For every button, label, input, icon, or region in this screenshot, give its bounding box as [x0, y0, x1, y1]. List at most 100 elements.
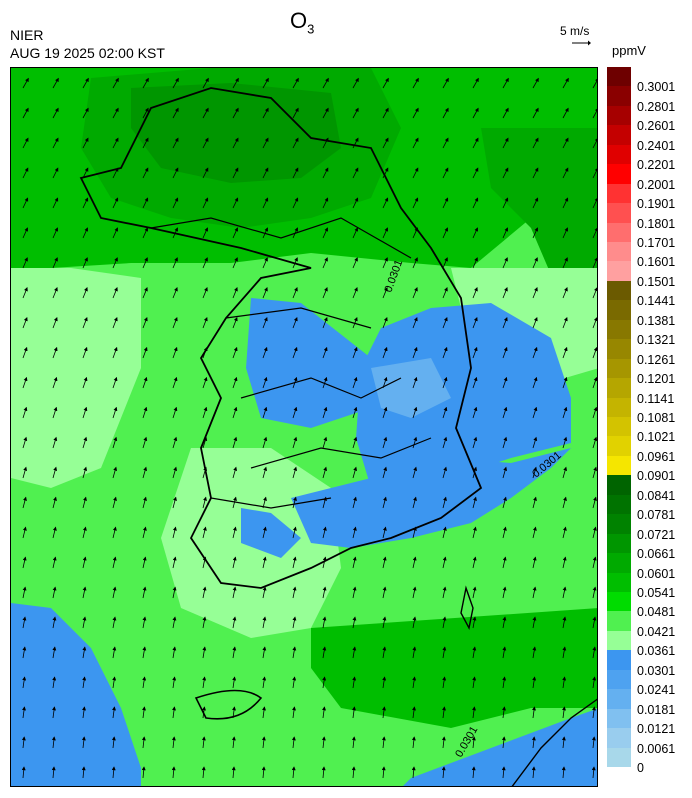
wind-vector	[262, 586, 267, 599]
wind-vector	[502, 406, 508, 419]
wind-vector	[142, 197, 149, 209]
wind-vector	[472, 646, 477, 659]
legend-swatch	[607, 358, 631, 379]
wind-vector	[562, 227, 569, 239]
wind-vector	[262, 616, 267, 629]
wind-vector	[502, 706, 506, 719]
japan-coast	[511, 698, 597, 786]
wind-vector	[412, 706, 416, 719]
legend-label: 0.0361	[637, 644, 676, 659]
wind-vector	[352, 107, 359, 119]
wind-vector	[262, 167, 269, 179]
wind-vector	[382, 77, 389, 89]
wind-vector	[352, 586, 357, 599]
legend-swatch	[607, 378, 631, 399]
wind-vector	[592, 197, 597, 209]
wind-vector	[262, 107, 269, 119]
wind-vector	[81, 766, 86, 779]
wind-vector	[352, 646, 357, 659]
wind-vector	[562, 496, 567, 509]
wind-vector	[322, 287, 328, 299]
wind-vector	[472, 287, 478, 299]
wind-vector	[262, 466, 268, 479]
wind-vector	[502, 466, 508, 479]
wind-vector	[502, 586, 507, 599]
wind-vector	[292, 227, 299, 239]
wind-vector	[22, 436, 28, 449]
wind-vector	[592, 107, 597, 119]
wind-vector	[592, 227, 597, 239]
wind-vector	[292, 556, 297, 569]
wind-vector	[292, 376, 298, 389]
wind-vector	[412, 616, 417, 629]
wind-vector	[22, 526, 27, 539]
wind-vector	[22, 646, 27, 659]
wind-vector	[562, 346, 568, 359]
wind-vector	[82, 227, 89, 239]
wind-vector	[142, 287, 148, 299]
legend-swatch	[607, 747, 631, 768]
wind-vector	[82, 77, 89, 89]
wind-vector	[352, 287, 358, 299]
wind-vector	[142, 646, 147, 659]
ulleung-island	[460, 585, 474, 631]
wind-vector	[412, 346, 418, 359]
wind-vector	[442, 197, 449, 209]
wind-vector	[322, 526, 327, 539]
legend-swatch	[607, 708, 631, 729]
wind-vector	[562, 526, 567, 539]
wind-vector	[592, 167, 597, 179]
wind-vector	[442, 586, 447, 599]
wind-vector	[172, 526, 177, 539]
wind-vector	[562, 706, 566, 719]
wind-vector	[292, 466, 298, 479]
wind-vector	[532, 287, 538, 299]
wind-vector	[381, 736, 386, 749]
wind-vector	[22, 616, 27, 629]
wind-vector	[82, 586, 87, 599]
wind-vector	[472, 556, 477, 569]
wind-vector	[352, 556, 357, 569]
legend-swatch	[607, 280, 631, 301]
legend-label: 0.0781	[637, 508, 676, 523]
wind-vector	[202, 406, 208, 419]
wind-vector	[202, 227, 209, 239]
wind-vector	[562, 646, 567, 659]
wind-vector	[112, 77, 119, 89]
wind-vector	[502, 556, 507, 569]
wind-vector	[322, 466, 328, 479]
wind-vector	[412, 167, 419, 179]
wind-vector	[472, 167, 479, 179]
wind-vector	[232, 257, 238, 269]
legend-swatch	[607, 494, 631, 515]
legend-swatch	[607, 669, 631, 690]
ozone-map[interactable]: 0.0301 0.0301 0.0301	[10, 67, 598, 787]
wind-vector	[172, 77, 179, 89]
wind-vector	[172, 496, 177, 509]
wind-vector	[82, 316, 88, 329]
wind-vector	[592, 316, 597, 329]
wind-vector	[442, 107, 449, 119]
legend-label: 0.0601	[637, 566, 676, 581]
wind-vector	[112, 107, 119, 119]
wind-vector	[472, 107, 479, 119]
wind-vector	[172, 107, 179, 119]
wind-vector	[52, 287, 58, 299]
wind-vector	[532, 436, 538, 449]
wind-vector	[292, 137, 299, 149]
jeju-island	[194, 689, 263, 720]
wind-vector	[262, 257, 268, 269]
wind-vector	[172, 197, 179, 209]
wind-vector	[562, 316, 568, 329]
wind-vector	[292, 616, 297, 629]
legend-label: 0.1081	[637, 411, 676, 425]
wind-vector	[202, 257, 208, 269]
wind-vector	[472, 227, 479, 239]
wind-vector	[112, 287, 118, 299]
wind-vector	[352, 137, 359, 149]
wind-vector	[502, 77, 509, 89]
wind-vector	[502, 436, 508, 449]
wind-vector	[382, 556, 387, 569]
wind-vector	[52, 646, 57, 659]
wind-vector	[82, 436, 88, 449]
